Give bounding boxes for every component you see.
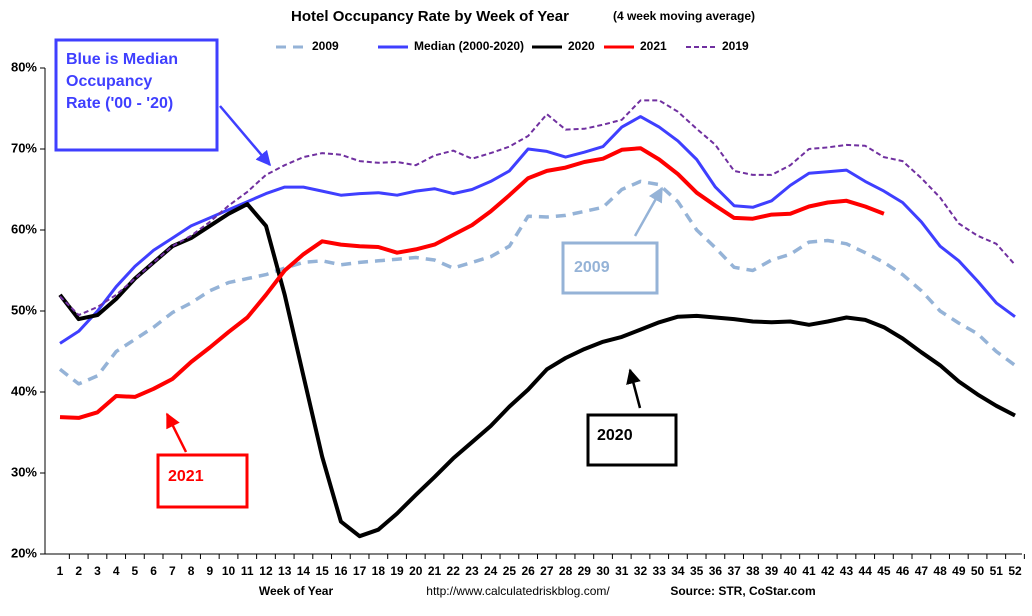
x-tick-label: 36 — [709, 564, 723, 578]
annotation-arrow — [165, 412, 188, 453]
x-tick-label: 45 — [877, 564, 891, 578]
x-tick-label: 1 — [57, 564, 64, 578]
series-line — [59, 146, 885, 420]
y-tick-label: 20% — [11, 545, 37, 560]
x-tick-label: 42 — [821, 564, 835, 578]
x-tick-label: 27 — [540, 564, 554, 578]
x-tick-label: 14 — [297, 564, 311, 578]
x-tick-label: 23 — [465, 564, 479, 578]
series-line — [59, 99, 1016, 317]
x-tick-label: 46 — [896, 564, 910, 578]
x-tick-label: 22 — [447, 564, 461, 578]
x-tick-label: 40 — [784, 564, 798, 578]
legend-label: Median (2000-2020) — [414, 39, 524, 53]
x-tick-label: 49 — [952, 564, 966, 578]
legend-label: 2020 — [568, 39, 595, 53]
annotation-box — [156, 453, 249, 509]
x-tick-label: 10 — [222, 564, 236, 578]
annotation-text: 2009 — [574, 259, 610, 276]
legend-label: 2021 — [640, 39, 667, 53]
url: http://www.calculatedriskblog.com/ — [426, 584, 610, 598]
x-tick-label: 4 — [113, 564, 120, 578]
y-tick-label: 50% — [11, 302, 37, 317]
annotation-text: Rate ('00 - '20) — [66, 95, 173, 112]
source: Source: STR, CoStar.com — [670, 584, 815, 598]
x-tick-label: 20 — [409, 564, 423, 578]
x-tick-label: 29 — [578, 564, 592, 578]
x-tick-label: 41 — [802, 564, 816, 578]
x-tick-label: 8 — [188, 564, 195, 578]
x-tick-label: 11 — [241, 564, 254, 578]
x-tick-label: 34 — [671, 564, 685, 578]
x-tick-label: 24 — [484, 564, 498, 578]
chart-title: Hotel Occupancy Rate by Week of Year — [291, 8, 569, 25]
x-tick-label: 38 — [746, 564, 760, 578]
x-tick-label: 32 — [634, 564, 648, 578]
chart-subtitle: (4 week moving average) — [613, 9, 755, 23]
x-tick-label: 51 — [990, 564, 1004, 578]
y-tick-label: 40% — [11, 383, 37, 398]
annotation-arrow — [633, 186, 664, 237]
x-axis-label: Week of Year — [259, 584, 334, 598]
x-tick-label: 18 — [372, 564, 386, 578]
x-tick-label: 47 — [915, 564, 929, 578]
x-tick-label: 44 — [859, 564, 873, 578]
x-tick-label: 3 — [94, 564, 101, 578]
annotation-box — [54, 38, 219, 152]
y-tick-label: 80% — [11, 59, 37, 74]
x-tick-label: 35 — [690, 564, 704, 578]
series-line — [58, 202, 1016, 539]
x-tick-label: 2 — [75, 564, 82, 578]
annotation-text: 2020 — [597, 427, 633, 444]
x-tick-label: 25 — [503, 564, 517, 578]
x-tick-label: 30 — [596, 564, 610, 578]
legend-label: 2019 — [722, 39, 749, 53]
x-tick-label: 52 — [1008, 564, 1022, 578]
x-tick-label: 9 — [206, 564, 213, 578]
x-tick-label: 16 — [334, 564, 348, 578]
x-tick-label: 28 — [559, 564, 573, 578]
x-tick-label: 7 — [169, 564, 176, 578]
x-tick-label: 5 — [132, 564, 139, 578]
annotation-text: 2021 — [168, 468, 204, 485]
x-tick-label: 37 — [727, 564, 741, 578]
x-tick-label: 12 — [259, 564, 273, 578]
x-tick-label: 26 — [521, 564, 535, 578]
y-tick-label: 30% — [11, 464, 37, 479]
x-tick-label: 31 — [615, 564, 629, 578]
annotation-arrow — [626, 368, 642, 409]
annotation-box — [586, 413, 678, 467]
annotation-text: Occupancy — [66, 73, 152, 90]
y-tick-label: 70% — [11, 140, 37, 155]
annotation-text: Blue is Median — [66, 51, 178, 68]
annotation-arrow — [219, 105, 271, 167]
x-tick-label: 39 — [765, 564, 779, 578]
x-tick-label: 50 — [971, 564, 985, 578]
x-tick-label: 48 — [933, 564, 947, 578]
x-tick-label: 13 — [278, 564, 292, 578]
annotation-box — [561, 241, 659, 295]
x-tick-label: 33 — [653, 564, 667, 578]
y-tick-label: 60% — [11, 221, 37, 236]
legend-label: 2009 — [312, 39, 339, 53]
x-tick-label: 43 — [840, 564, 854, 578]
x-tick-label: 6 — [150, 564, 157, 578]
x-tick-label: 15 — [315, 564, 329, 578]
x-tick-label: 19 — [390, 564, 404, 578]
x-tick-label: 21 — [428, 564, 442, 578]
series-line — [58, 179, 1017, 386]
x-tick-label: 17 — [353, 564, 367, 578]
